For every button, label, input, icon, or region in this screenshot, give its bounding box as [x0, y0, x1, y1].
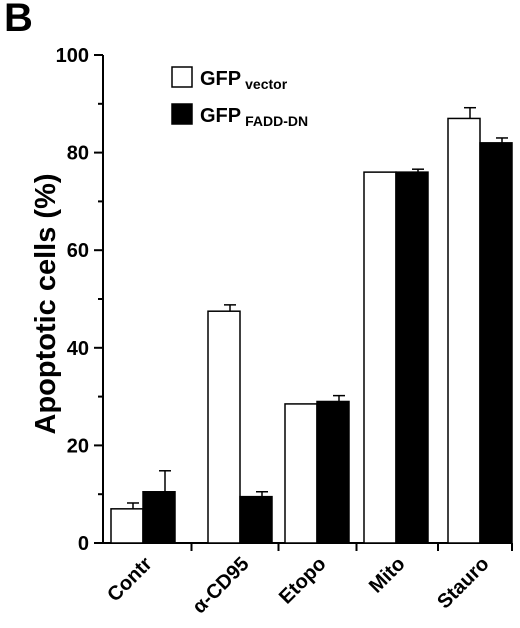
x-tick-label: α-CD95: [188, 553, 253, 618]
bar-gfp-vector: [110, 508, 144, 544]
y-axis-title: Apoptotic cells (%): [30, 173, 62, 434]
legend-label-subscript: FADD-DN: [245, 113, 308, 129]
bar-gfp-vector: [363, 171, 397, 544]
x-tick-label: Contr: [103, 553, 156, 606]
legend-label-subscript: vector: [245, 76, 288, 92]
bar-gfp-fadd-dn: [479, 142, 513, 544]
bar-gfp-fadd-dn: [316, 400, 350, 544]
y-tick-label: 100: [56, 45, 89, 67]
bar-gfp-vector: [447, 117, 481, 544]
bar-gfp-vector: [284, 403, 318, 544]
bar-gfp-fadd-dn: [239, 495, 273, 544]
x-tick-label: Mito: [365, 553, 410, 598]
x-tick-label: Etopo: [275, 553, 331, 609]
y-tick-label: 40: [67, 338, 89, 360]
y-tick-label: 20: [67, 435, 89, 457]
bar-gfp-fadd-dn: [395, 171, 429, 544]
legend-label: GFP FADD-DN: [200, 105, 308, 129]
y-tick-label: 0: [78, 533, 89, 555]
chart-legend: GFP vector GFP FADD-DN: [171, 66, 308, 129]
legend-swatch: [171, 66, 193, 88]
y-tick-label: 60: [67, 240, 89, 262]
panel-label: B: [4, 0, 33, 40]
legend-swatch: [171, 103, 193, 125]
x-tick-label: Stauro: [433, 553, 493, 613]
y-tick-label: 80: [67, 143, 89, 165]
legend-label: GFP vector: [200, 68, 288, 92]
bar-gfp-fadd-dn: [142, 491, 176, 544]
bar-gfp-vector: [207, 310, 241, 544]
chart-bars: [110, 106, 513, 544]
